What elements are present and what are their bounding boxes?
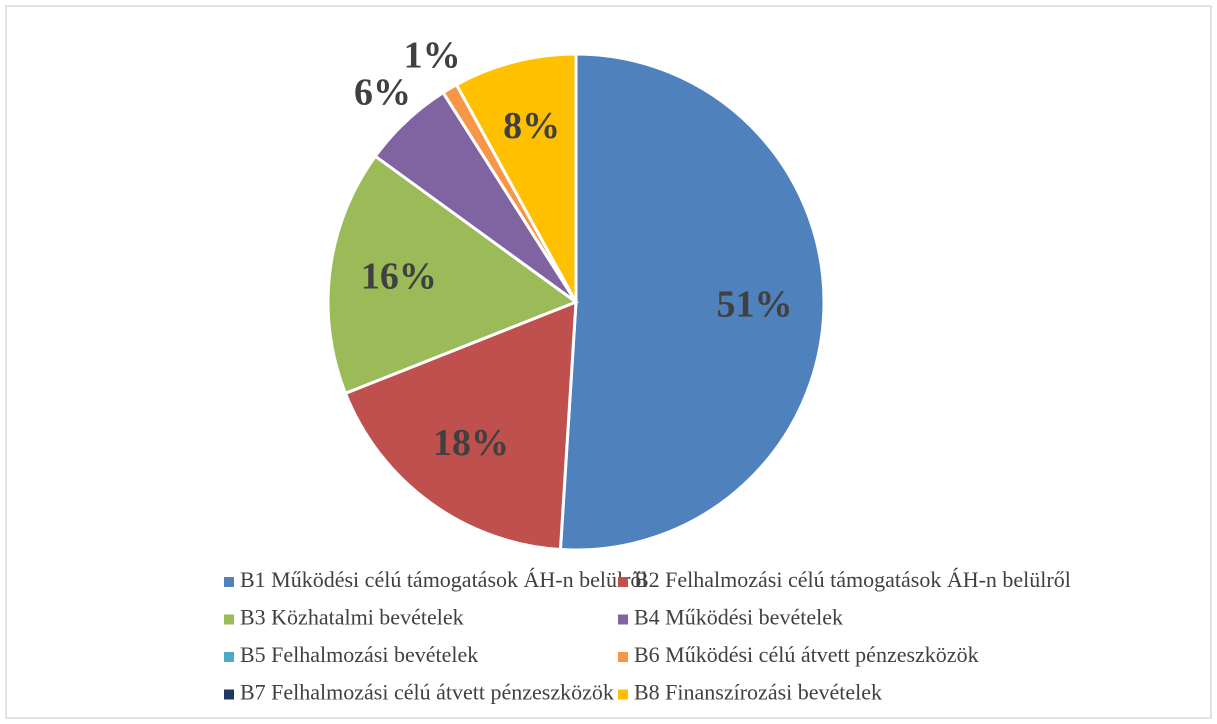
legend-label: B1 Működési célú támogatások ÁH-n belülr…	[240, 567, 648, 592]
legend-label: B7 Felhalmozási célú átvett pénzeszközök	[240, 680, 614, 705]
pie-slice	[454, 52, 578, 303]
legend-label: B6 Működési célú átvett pénzeszközök	[634, 642, 979, 667]
pie-slice	[558, 52, 826, 552]
legend-label: B2 Felhalmozási célú támogatások ÁH-n be…	[634, 567, 1071, 592]
legend-swatch	[618, 652, 628, 662]
pie-slice	[326, 154, 580, 396]
legend-label: B5 Felhalmozási bevételek	[240, 642, 478, 667]
legend-label: B4 Működési bevételek	[634, 605, 843, 630]
legend-label: B3 Közhatalmi bevételek	[240, 605, 464, 630]
data-label: 16%	[361, 255, 437, 297]
legend-swatch	[618, 689, 628, 700]
data-label: 18%	[433, 422, 509, 464]
data-label: 1%	[404, 34, 461, 76]
legend-swatch	[618, 614, 628, 625]
data-label: 8%	[503, 105, 560, 147]
legend-swatch	[224, 652, 234, 662]
legend-swatch	[224, 689, 234, 700]
data-label: 51%	[716, 283, 792, 325]
legend-swatch	[618, 577, 628, 587]
data-label: 6%	[354, 72, 411, 114]
legend-label: B8 Finanszírozási bevételek	[634, 680, 882, 705]
legend-swatch	[224, 577, 234, 587]
pie-slice	[343, 299, 578, 552]
legend-swatch	[224, 614, 234, 625]
